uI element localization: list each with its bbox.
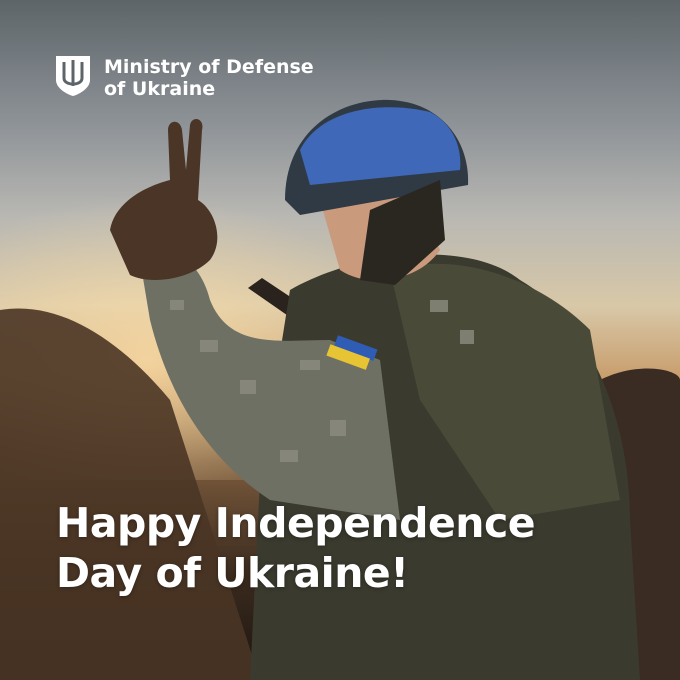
headline-line-1: Happy Independence xyxy=(56,499,536,547)
ministry-logo: Ministry of Defense of Ukraine xyxy=(56,56,314,100)
headline: Happy Independence Day of Ukraine! xyxy=(56,498,536,598)
headline-line-2: Day of Ukraine! xyxy=(56,549,409,597)
trident-shield-icon xyxy=(56,56,90,96)
logo-line-2: of Ukraine xyxy=(104,78,216,100)
logo-line-1: Ministry of Defense xyxy=(104,56,314,78)
